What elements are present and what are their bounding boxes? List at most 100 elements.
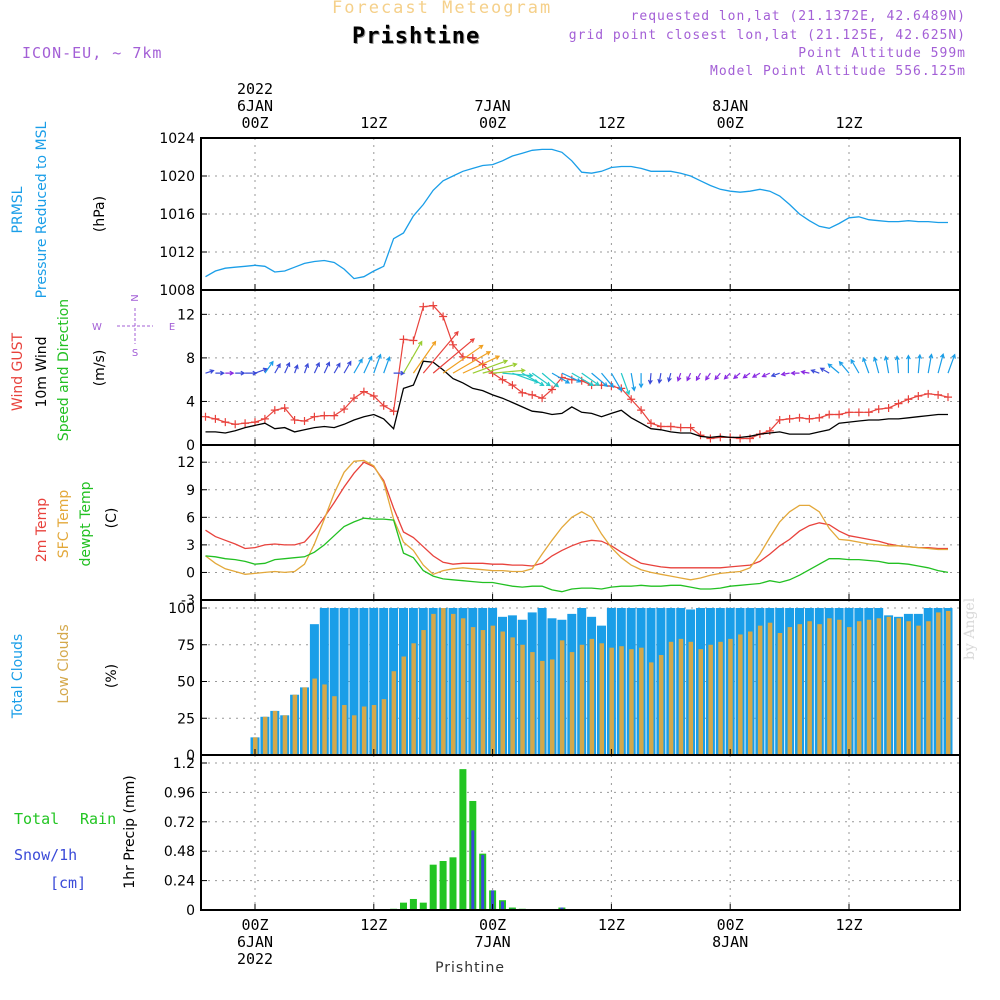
- snow-bar: [491, 890, 495, 910]
- wind-arrow: [373, 353, 382, 374]
- bottom-time-label: 00Z: [241, 916, 268, 934]
- ytick-label-wind: 0: [186, 438, 195, 454]
- gust-point: [706, 434, 715, 443]
- panel-frame-wind: [200, 289, 961, 446]
- low-cloud-bar: [639, 647, 644, 755]
- low-cloud-bar: [718, 641, 723, 755]
- gust-point: [835, 410, 844, 419]
- total-cloud-bar: [339, 608, 349, 755]
- gust-point: [736, 434, 745, 443]
- gust-point: [419, 302, 428, 311]
- gust-point: [468, 353, 477, 362]
- gust-point: [795, 413, 804, 422]
- low-cloud-bar: [480, 630, 486, 755]
- temp-dewpt-label: dewpt Temp: [78, 481, 94, 566]
- total-cloud-bar: [359, 608, 369, 755]
- rain-bar: [400, 902, 407, 910]
- bottom-time-label: 12Z: [598, 916, 625, 934]
- labels-layer: 1008101210161020102404812-30369120255075…: [10, 80, 863, 976]
- snow-bar: [560, 907, 564, 910]
- gust-point: [944, 393, 952, 402]
- wind-arrow: [432, 338, 475, 374]
- gust-point: [627, 395, 636, 404]
- wind-arrow: [235, 370, 246, 376]
- low-cloud-bar: [470, 627, 476, 755]
- wind-arrow: [800, 369, 810, 375]
- compass-e: E: [169, 322, 175, 333]
- top-time-label: 00Z: [241, 114, 268, 132]
- gust-point: [548, 385, 556, 394]
- ytick-label-temperature: 3: [186, 538, 195, 554]
- wind-arrow: [522, 372, 545, 387]
- wind-arrow: [638, 373, 644, 389]
- ytick-label-clouds: 75: [177, 638, 195, 654]
- wind-arrow: [402, 340, 423, 374]
- low-cloud-bar: [520, 644, 525, 755]
- gust-point: [211, 414, 220, 423]
- wind-arrow: [883, 355, 890, 374]
- gust-point: [241, 419, 250, 428]
- wind-arrow: [927, 353, 934, 374]
- wind-arrow: [215, 370, 226, 376]
- low-cloud-bar: [490, 625, 496, 755]
- wind-arrow: [751, 372, 761, 378]
- wind-arrow: [790, 370, 800, 376]
- ytick-label-pressure: 1012: [159, 245, 195, 261]
- total-cloud-bar: [379, 608, 389, 755]
- gust-point: [290, 415, 299, 424]
- wind-arrow: [581, 372, 600, 386]
- wind-arrow: [442, 344, 484, 374]
- wind-arrow: [714, 372, 721, 381]
- gust-point: [300, 417, 309, 426]
- gust-line: [205, 304, 949, 440]
- bottom-time-label: 00Z: [717, 916, 744, 934]
- snow-bar: [471, 830, 475, 910]
- low-cloud-bar: [817, 624, 822, 755]
- top-time-label: 00Z: [479, 114, 506, 132]
- ytick-label-precip: 0: [186, 903, 195, 919]
- low-cloud-bar: [510, 637, 515, 755]
- gust-point: [825, 410, 834, 419]
- gust-point: [805, 414, 814, 423]
- grid-layer: [201, 137, 960, 911]
- low-cloud-bar: [619, 646, 624, 755]
- low-cloud-bar: [609, 647, 614, 755]
- low-cloud-bar: [332, 696, 337, 755]
- wind-arrow: [531, 372, 552, 387]
- ytick-label-precip: 0.96: [164, 785, 195, 801]
- gust-point: [449, 340, 457, 349]
- low-cloud-bar: [342, 705, 347, 755]
- wind-arrow: [947, 353, 956, 374]
- total-cloud-bar: [319, 608, 329, 755]
- wind-arrow: [412, 340, 437, 374]
- rain-bar: [409, 898, 417, 910]
- low-cloud-bar: [569, 652, 575, 755]
- ytick-label-pressure: 1016: [159, 207, 195, 223]
- low-cloud-bar: [550, 659, 555, 755]
- wind-arrow: [695, 372, 702, 382]
- gust-point: [676, 423, 685, 432]
- snow-bar: [481, 854, 485, 910]
- bottom-time-label: 12Z: [360, 916, 387, 934]
- gust-point: [399, 335, 408, 344]
- low-cloud-bar: [530, 652, 535, 755]
- wind-arrow: [541, 372, 560, 388]
- wind-arrow: [917, 353, 923, 374]
- wind-arrow: [827, 363, 840, 374]
- wind-arrow: [894, 355, 900, 374]
- footer-location: Prishtine: [435, 960, 505, 976]
- low-cloud-bar: [371, 705, 377, 755]
- wind-arrow: [647, 373, 653, 385]
- ytick-label-clouds: 50: [177, 675, 195, 691]
- top-time-label: 00Z: [717, 114, 744, 132]
- pressure-unit-label: (hPa): [92, 196, 108, 232]
- low-cloud-bar: [629, 649, 634, 755]
- low-cloud-bar: [322, 684, 327, 755]
- low-cloud-bar: [292, 694, 298, 755]
- low-cloud-bar: [698, 649, 703, 755]
- low-cloud-bar: [401, 656, 406, 755]
- gust-point: [528, 390, 537, 399]
- gust-point: [498, 375, 507, 384]
- wind-arrow: [462, 355, 501, 374]
- gust-point: [775, 415, 784, 424]
